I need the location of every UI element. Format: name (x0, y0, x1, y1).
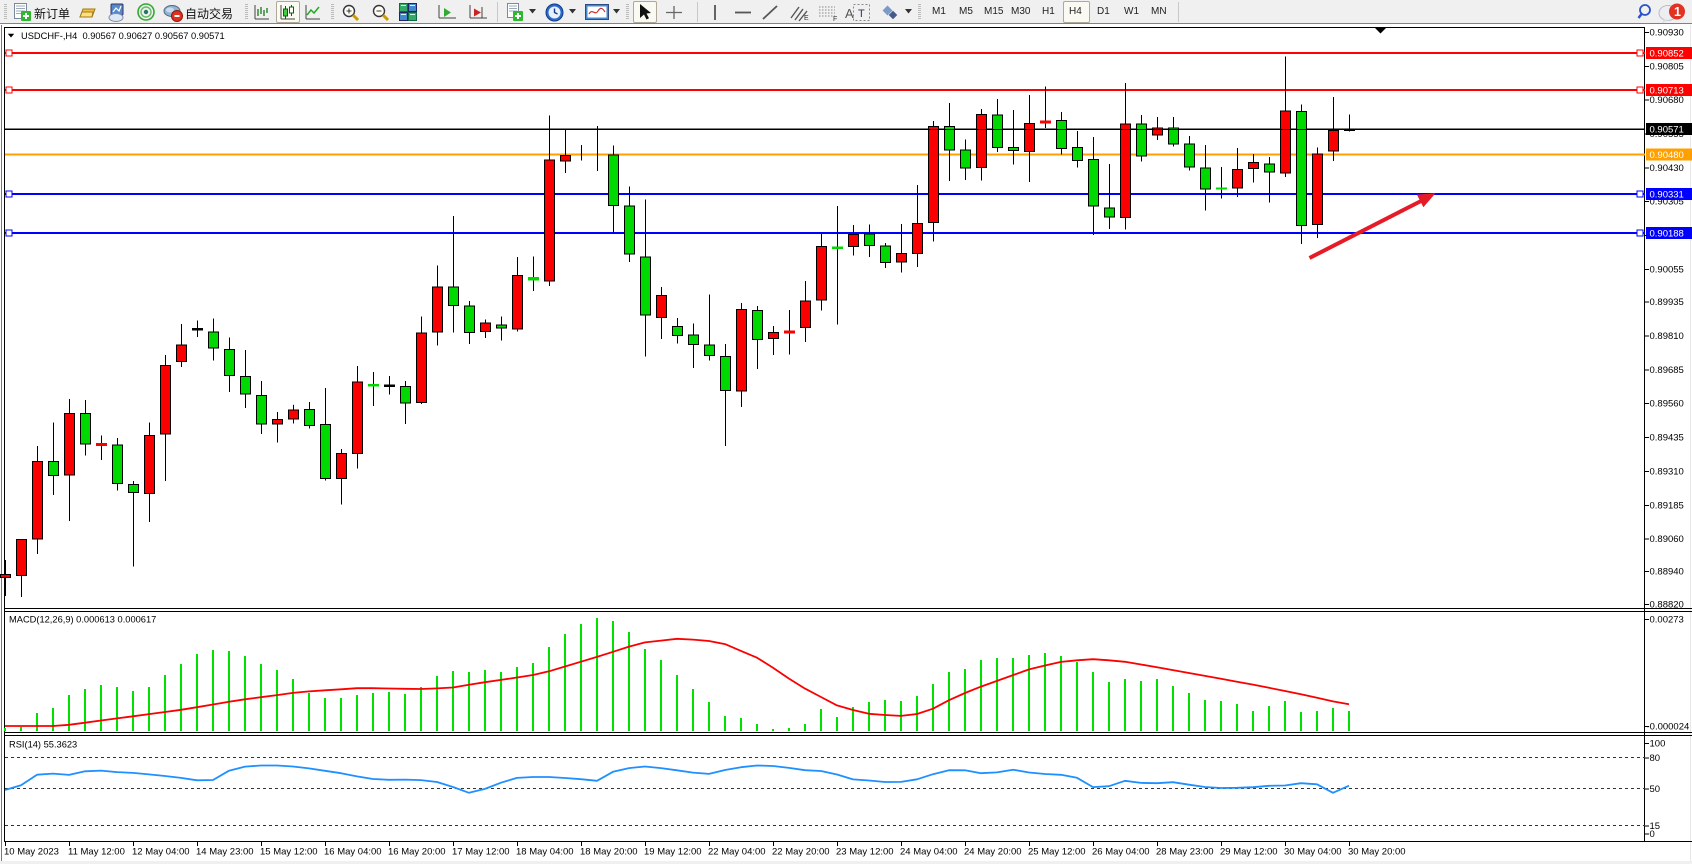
svg-text:0.90480: 0.90480 (1650, 150, 1684, 161)
svg-text:0.88940: 0.88940 (1650, 567, 1684, 578)
svg-text:0.89060: 0.89060 (1650, 534, 1684, 545)
svg-text:18 May 04:00: 18 May 04:00 (516, 847, 574, 858)
svg-text:0.89935: 0.89935 (1650, 297, 1684, 308)
svg-text:0.89310: 0.89310 (1650, 467, 1684, 478)
svg-text:F: F (833, 16, 837, 23)
svg-text:0.90331: 0.90331 (1650, 190, 1684, 201)
svg-text:0: 0 (1650, 829, 1655, 840)
svg-text:RSI(14) 55.3623: RSI(14) 55.3623 (9, 740, 77, 750)
svg-text:0.90305: 0.90305 (1650, 197, 1684, 208)
svg-text:22 May 20:00: 22 May 20:00 (772, 847, 830, 858)
svg-text:0.00273: 0.00273 (1650, 615, 1684, 626)
svg-text:T: T (858, 8, 865, 20)
svg-text:0.90713: 0.90713 (1650, 86, 1684, 97)
svg-text:50: 50 (1650, 784, 1661, 795)
svg-text:-0.000024: -0.000024 (1647, 722, 1690, 733)
svg-text:A: A (845, 6, 854, 21)
svg-text:0.90188: 0.90188 (1650, 229, 1684, 240)
svg-text:15 May 12:00: 15 May 12:00 (260, 847, 318, 858)
svg-text:10 May 2023: 10 May 2023 (4, 847, 59, 858)
svg-text:0.90805: 0.90805 (1650, 62, 1684, 73)
svg-text:18 May 20:00: 18 May 20:00 (580, 847, 638, 858)
svg-text:0.88820: 0.88820 (1650, 600, 1684, 611)
svg-text:24 May 04:00: 24 May 04:00 (900, 847, 958, 858)
svg-text:17 May 12:00: 17 May 12:00 (452, 847, 510, 858)
svg-text:0.89560: 0.89560 (1650, 399, 1684, 410)
svg-text:100: 100 (1650, 739, 1666, 750)
svg-text:0.90852: 0.90852 (1650, 49, 1684, 60)
svg-text:22 May 04:00: 22 May 04:00 (708, 847, 766, 858)
svg-text:0.90430: 0.90430 (1650, 163, 1684, 174)
svg-text:28 May 23:00: 28 May 23:00 (1156, 847, 1214, 858)
svg-text:0.89435: 0.89435 (1650, 433, 1684, 444)
svg-text:16 May 20:00: 16 May 20:00 (388, 847, 446, 858)
svg-text:26 May 04:00: 26 May 04:00 (1092, 847, 1150, 858)
svg-text:MACD(12,26,9) 0.000613 0.00061: MACD(12,26,9) 0.000613 0.000617 (9, 615, 156, 625)
svg-text:25 May 12:00: 25 May 12:00 (1028, 847, 1086, 858)
svg-text:24 May 20:00: 24 May 20:00 (964, 847, 1022, 858)
svg-text:1: 1 (1674, 5, 1681, 19)
svg-text:0.89185: 0.89185 (1650, 501, 1684, 512)
svg-text:29 May 12:00: 29 May 12:00 (1220, 847, 1278, 858)
svg-text:E: E (804, 15, 809, 22)
svg-text:16 May 04:00: 16 May 04:00 (324, 847, 382, 858)
svg-text:15: 15 (1650, 821, 1661, 832)
svg-text:14 May 23:00: 14 May 23:00 (196, 847, 254, 858)
svg-text:12 May 04:00: 12 May 04:00 (132, 847, 190, 858)
svg-text:30 May 04:00: 30 May 04:00 (1284, 847, 1342, 858)
svg-text:23 May 12:00: 23 May 12:00 (836, 847, 894, 858)
svg-text:0.89685: 0.89685 (1650, 365, 1684, 376)
svg-text:0.90571: 0.90571 (1650, 125, 1684, 136)
svg-text:11 May 12:00: 11 May 12:00 (68, 847, 125, 858)
svg-text:30 May 20:00: 30 May 20:00 (1348, 847, 1406, 858)
svg-text:0.90930: 0.90930 (1650, 28, 1684, 39)
svg-text:19 May 12:00: 19 May 12:00 (644, 847, 702, 858)
svg-text:USDCHF-,H4 0.90567 0.90627 0.: USDCHF-,H4 0.90567 0.90627 0.90567 0.905… (21, 31, 225, 41)
svg-text:0.90055: 0.90055 (1650, 265, 1684, 276)
svg-text:0.89810: 0.89810 (1650, 331, 1684, 342)
svg-text:0.90680: 0.90680 (1650, 95, 1684, 106)
svg-text:80: 80 (1650, 753, 1661, 764)
